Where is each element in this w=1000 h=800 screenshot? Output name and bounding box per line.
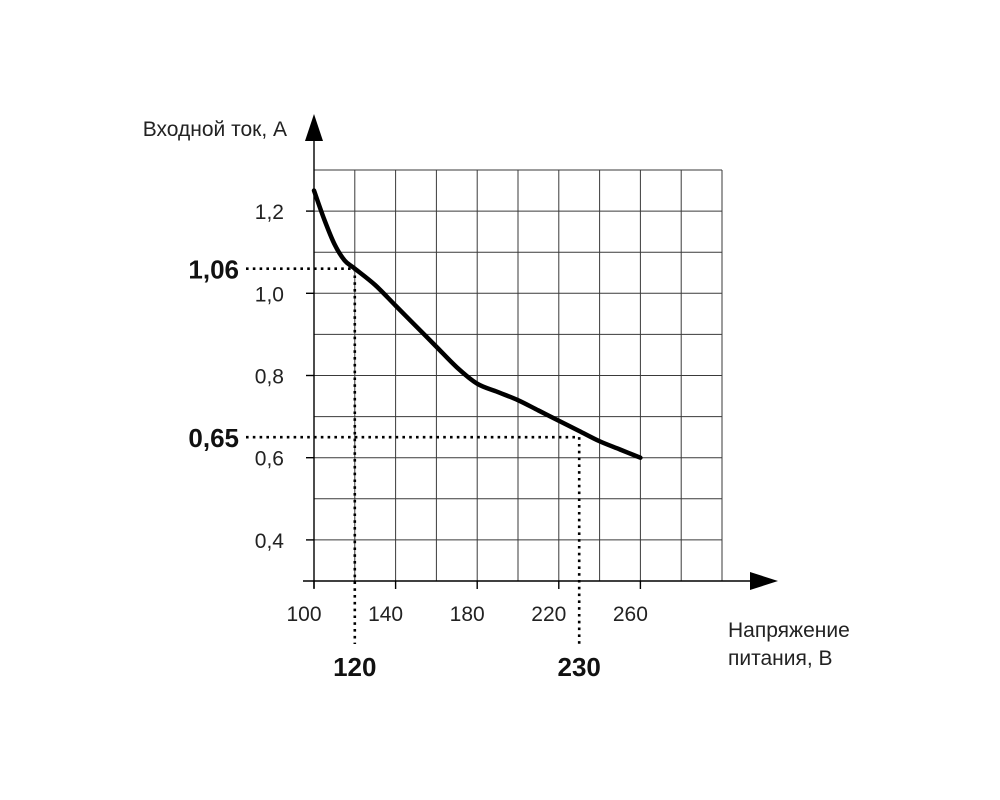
annotation-x-label: 230	[558, 652, 601, 682]
guide-lines	[246, 267, 581, 644]
x-axis-title-line: питания, В	[728, 647, 833, 670]
y-tick-label: 0,6	[255, 448, 284, 471]
grid	[314, 169, 723, 581]
y-tick-label: 0,8	[255, 366, 284, 389]
annotation-y-label: 0,65	[188, 423, 239, 453]
series	[311, 188, 643, 460]
x-axis-arrow	[750, 572, 778, 590]
x-axis-title-line: Напряжение	[728, 619, 850, 642]
annotation-y-label: 1,06	[188, 255, 239, 285]
x-tick-label: 260	[613, 603, 648, 626]
x-tick-label: 140	[368, 603, 403, 626]
x-tick-label: 180	[450, 603, 485, 626]
y-tick-label: 1,2	[255, 201, 284, 224]
series-line	[311, 188, 643, 460]
x-tick-label: 100	[286, 603, 321, 626]
annotation-x-label: 120	[333, 652, 376, 682]
y-axis-arrow	[305, 114, 323, 141]
labels: 100 140 180 220 260 1,2 1,0 0,8 0,6 0,4 Входной то…	[143, 118, 850, 682]
y-axis-title: Входной ток, А	[143, 118, 287, 141]
y-tick-label: 0,4	[255, 530, 285, 553]
axes	[303, 114, 778, 590]
y-tick-label: 1,0	[255, 283, 284, 306]
x-tick-label: 220	[531, 603, 566, 626]
